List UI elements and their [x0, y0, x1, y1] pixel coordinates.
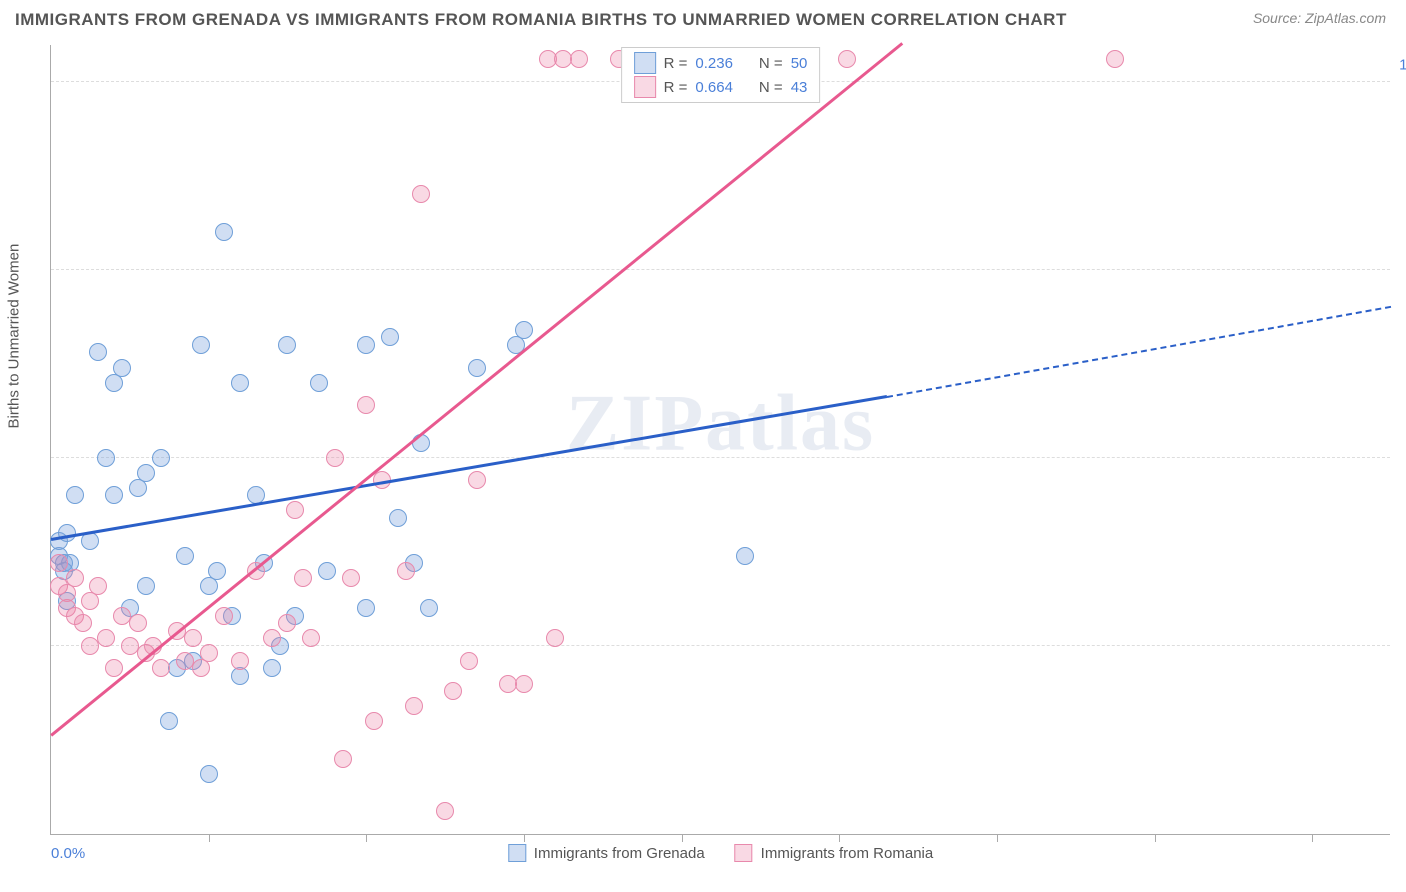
x-tick: [524, 834, 525, 842]
data-point: [357, 396, 375, 414]
data-point: [231, 652, 249, 670]
data-point: [89, 577, 107, 595]
x-tick: [1155, 834, 1156, 842]
data-point: [105, 659, 123, 677]
data-point: [176, 547, 194, 565]
legend-label: Immigrants from Grenada: [534, 845, 705, 862]
data-point: [342, 569, 360, 587]
data-point: [215, 607, 233, 625]
data-point: [66, 486, 84, 504]
x-tick: [839, 834, 840, 842]
legend-stats: R =0.236N =50R =0.664N =43: [621, 47, 821, 103]
data-point: [460, 652, 478, 670]
data-point: [310, 374, 328, 392]
x-tick: [682, 834, 683, 842]
data-point: [263, 629, 281, 647]
legend-swatch: [508, 844, 526, 862]
data-point: [736, 547, 754, 565]
chart-title: IMMIGRANTS FROM GRENADA VS IMMIGRANTS FR…: [15, 10, 1067, 30]
trend-line: [50, 42, 903, 736]
chart-plot-area: ZIPatlas 25.0%50.0%75.0%100.0%0.0%8.0%R …: [50, 45, 1390, 835]
data-point: [74, 614, 92, 632]
data-point: [357, 599, 375, 617]
data-point: [570, 50, 588, 68]
y-tick-label: 100.0%: [1399, 56, 1406, 73]
data-point: [294, 569, 312, 587]
data-point: [97, 449, 115, 467]
legend-swatch: [634, 76, 656, 98]
data-point: [334, 750, 352, 768]
data-point: [278, 336, 296, 354]
legend-row: R =0.236N =50: [634, 52, 808, 74]
data-point: [365, 712, 383, 730]
data-point: [89, 343, 107, 361]
data-point: [405, 697, 423, 715]
data-point: [113, 359, 131, 377]
data-point: [208, 562, 226, 580]
x-min-label: 0.0%: [51, 845, 85, 862]
data-point: [160, 712, 178, 730]
data-point: [318, 562, 336, 580]
data-point: [357, 336, 375, 354]
data-point: [326, 449, 344, 467]
gridline: [51, 645, 1390, 646]
data-point: [263, 659, 281, 677]
legend-swatch: [735, 844, 753, 862]
gridline: [51, 269, 1390, 270]
legend-row: R =0.664N =43: [634, 76, 808, 98]
data-point: [66, 569, 84, 587]
x-tick: [1312, 834, 1313, 842]
data-point: [152, 449, 170, 467]
source-label: Source: ZipAtlas.com: [1253, 10, 1386, 26]
data-point: [215, 223, 233, 241]
data-point: [50, 554, 68, 572]
data-point: [515, 321, 533, 339]
data-point: [200, 644, 218, 662]
data-point: [515, 675, 533, 693]
legend-item: Immigrants from Romania: [735, 844, 934, 862]
y-axis-title: Births to Unmarried Women: [6, 244, 23, 429]
legend-label: Immigrants from Romania: [761, 845, 934, 862]
data-point: [397, 562, 415, 580]
data-point: [200, 765, 218, 783]
legend-series: Immigrants from Grenada Immigrants from R…: [508, 844, 933, 862]
data-point: [192, 336, 210, 354]
data-point: [412, 185, 430, 203]
x-tick: [209, 834, 210, 842]
x-tick: [997, 834, 998, 842]
data-point: [105, 486, 123, 504]
data-point: [97, 629, 115, 647]
trend-line: [51, 395, 887, 540]
data-point: [1106, 50, 1124, 68]
data-point: [231, 374, 249, 392]
trend-line-dashed: [886, 305, 1391, 397]
data-point: [286, 501, 304, 519]
data-point: [546, 629, 564, 647]
data-point: [468, 359, 486, 377]
data-point: [389, 509, 407, 527]
data-point: [129, 614, 147, 632]
data-point: [278, 614, 296, 632]
data-point: [137, 464, 155, 482]
gridline: [51, 457, 1390, 458]
data-point: [302, 629, 320, 647]
data-point: [468, 471, 486, 489]
legend-item: Immigrants from Grenada: [508, 844, 705, 862]
data-point: [444, 682, 462, 700]
data-point: [436, 802, 454, 820]
x-tick: [366, 834, 367, 842]
data-point: [381, 328, 399, 346]
data-point: [152, 659, 170, 677]
data-point: [838, 50, 856, 68]
data-point: [420, 599, 438, 617]
legend-swatch: [634, 52, 656, 74]
data-point: [184, 629, 202, 647]
data-point: [137, 577, 155, 595]
